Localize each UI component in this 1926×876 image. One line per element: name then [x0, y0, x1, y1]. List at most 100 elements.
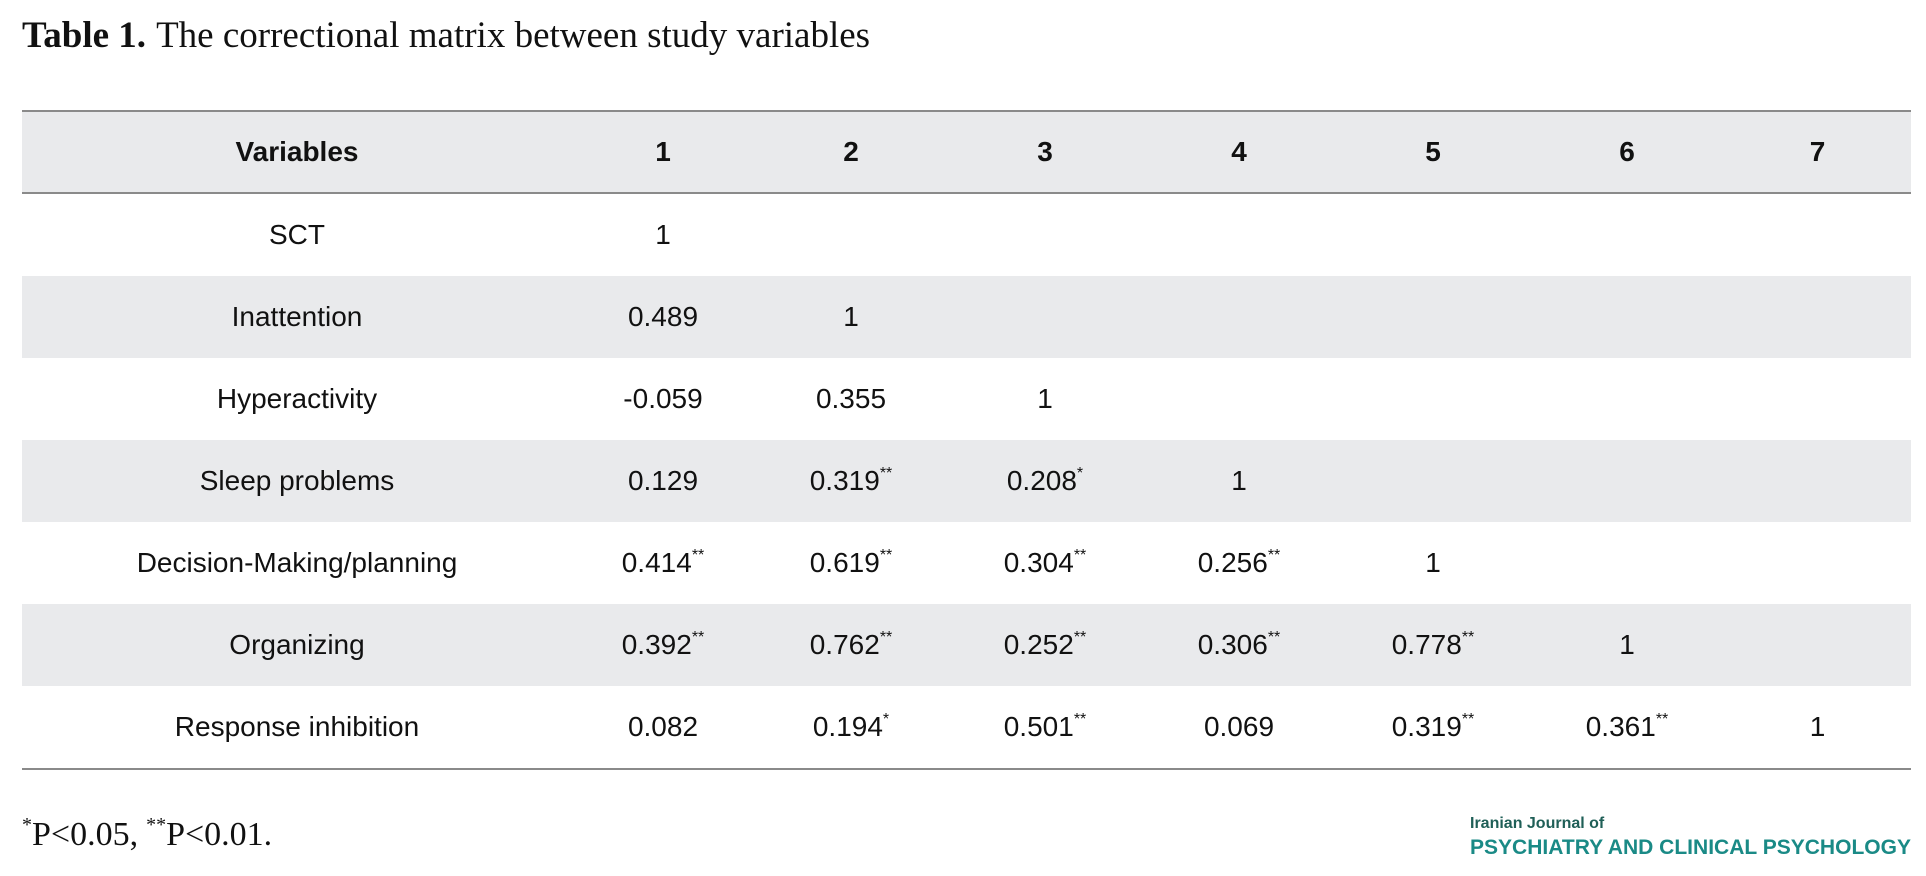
- value-cell: [1724, 440, 1911, 522]
- value-cell: 0.778**: [1336, 604, 1530, 686]
- significance-mark: **: [879, 465, 893, 482]
- significance-mark: **: [1073, 547, 1087, 564]
- value-cell: 0.306**: [1142, 604, 1336, 686]
- value-text: 0.501: [1003, 711, 1074, 742]
- value-cell: 0.129: [572, 440, 754, 522]
- value-cell: [1530, 440, 1724, 522]
- value-text: 0.069: [1203, 711, 1275, 742]
- value-cell: 0.319**: [754, 440, 948, 522]
- header-cell: 6: [1619, 136, 1635, 167]
- significance-mark: **: [1073, 629, 1087, 646]
- table-row: Inattention 0.489 1: [22, 276, 1911, 358]
- value-cell: [948, 193, 1142, 276]
- header-cell: 2: [843, 136, 859, 167]
- table-body: SCT 1 Inattention 0.489 1 Hyperactivity -0.059…: [22, 193, 1911, 769]
- value-cell: [1724, 276, 1911, 358]
- correlation-table: Variables 1 2 3 4 5 6 7 SCT 1 Inattention 0.489 1 Hy…: [22, 110, 1911, 770]
- value-cell: 0.304**: [948, 522, 1142, 604]
- value-text: 0.762: [809, 629, 880, 660]
- value-cell: 0.414**: [572, 522, 754, 604]
- value-cell: [1142, 276, 1336, 358]
- value-text: 0.082: [627, 711, 699, 742]
- variable-cell: Organizing: [229, 629, 365, 660]
- footnote-sup: **: [146, 814, 167, 836]
- significance-mark: **: [1267, 629, 1281, 646]
- value-cell: 1: [948, 358, 1142, 440]
- value-text: 0.392: [621, 629, 692, 660]
- value-cell: [1336, 358, 1530, 440]
- value-text: 0.208: [1006, 465, 1077, 496]
- value-text: 0.489: [627, 301, 699, 332]
- significance-mark: **: [1267, 547, 1281, 564]
- value-cell: 1: [1336, 522, 1530, 604]
- significance-mark: **: [691, 629, 705, 646]
- header-cell: 5: [1425, 136, 1441, 167]
- value-cell: [1724, 358, 1911, 440]
- variable-cell: Decision-Making/planning: [136, 547, 458, 578]
- table-row: Hyperactivity -0.059 0.355 1: [22, 358, 1911, 440]
- significance-mark: **: [1461, 629, 1475, 646]
- value-text: 1: [1231, 465, 1247, 496]
- value-cell: [754, 193, 948, 276]
- value-text: 0.361: [1585, 711, 1656, 742]
- table-row: Decision-Making/planning 0.414** 0.619** 0.…: [22, 522, 1911, 604]
- value-cell: 1: [1530, 604, 1724, 686]
- value-cell: [1724, 522, 1911, 604]
- logo-line1: Iranian Journal of: [1470, 815, 1605, 832]
- value-cell: [1530, 358, 1724, 440]
- value-cell: [1336, 276, 1530, 358]
- significance-mark: **: [691, 547, 705, 564]
- value-text: 0.256: [1197, 547, 1268, 578]
- footnote-text: P<0.01.: [166, 816, 273, 853]
- value-cell: 1: [1142, 440, 1336, 522]
- significance-mark: **: [1461, 711, 1475, 728]
- value-cell: 0.194*: [754, 686, 948, 769]
- value-cell: [948, 276, 1142, 358]
- value-cell: 0.392**: [572, 604, 754, 686]
- variable-cell: Response inhibition: [174, 711, 420, 742]
- variable-cell: Sleep problems: [199, 465, 395, 496]
- value-text: 0.414: [621, 547, 692, 578]
- header-cell: Variables: [235, 136, 359, 167]
- value-cell: 0.361**: [1530, 686, 1724, 769]
- value-text: 1: [1425, 547, 1441, 578]
- value-text: 1: [655, 219, 671, 250]
- footnote-text: P<0.05,: [32, 816, 139, 853]
- value-text: 0.355: [815, 383, 887, 414]
- footnote-part: **P<0.01.: [146, 814, 273, 853]
- value-text: 1: [1809, 711, 1826, 742]
- value-cell: 0.082: [572, 686, 754, 769]
- value-cell: 0.501**: [948, 686, 1142, 769]
- table-row: SCT 1: [22, 193, 1911, 276]
- value-text: 0.304: [1003, 547, 1074, 578]
- value-text: 0.319: [809, 465, 880, 496]
- table-row: Sleep problems 0.129 0.319** 0.208* 1: [22, 440, 1911, 522]
- variable-cell: Hyperactivity: [216, 383, 378, 414]
- variable-cell: Inattention: [231, 301, 363, 332]
- value-cell: [1724, 604, 1911, 686]
- significance-mark: **: [879, 629, 893, 646]
- header-cell: 1: [655, 136, 671, 167]
- journal-logo: Iranian Journal of PSYCHIATRY AND CLINIC…: [1470, 815, 1911, 859]
- value-cell: 0.256**: [1142, 522, 1336, 604]
- value-cell: 0.069: [1142, 686, 1336, 769]
- value-cell: 1: [754, 276, 948, 358]
- value-text: 0.129: [627, 465, 699, 496]
- value-cell: 0.355: [754, 358, 948, 440]
- value-cell: [1724, 193, 1911, 276]
- footnote-sup: *: [22, 814, 32, 836]
- value-cell: 0.619**: [754, 522, 948, 604]
- value-cell: 1: [572, 193, 754, 276]
- value-text: 1: [1619, 629, 1635, 660]
- value-cell: [1142, 358, 1336, 440]
- value-cell: [1530, 276, 1724, 358]
- title-text: The correctional matrix between study va…: [156, 15, 871, 56]
- significance-mark: *: [882, 711, 890, 728]
- footnote: *P<0.05, **P<0.01.: [22, 814, 280, 854]
- variable-cell: SCT: [269, 219, 325, 250]
- header-cell: 7: [1809, 136, 1826, 167]
- value-cell: [1336, 440, 1530, 522]
- footnote-part: *P<0.05,: [22, 814, 139, 853]
- value-cell: [1530, 193, 1724, 276]
